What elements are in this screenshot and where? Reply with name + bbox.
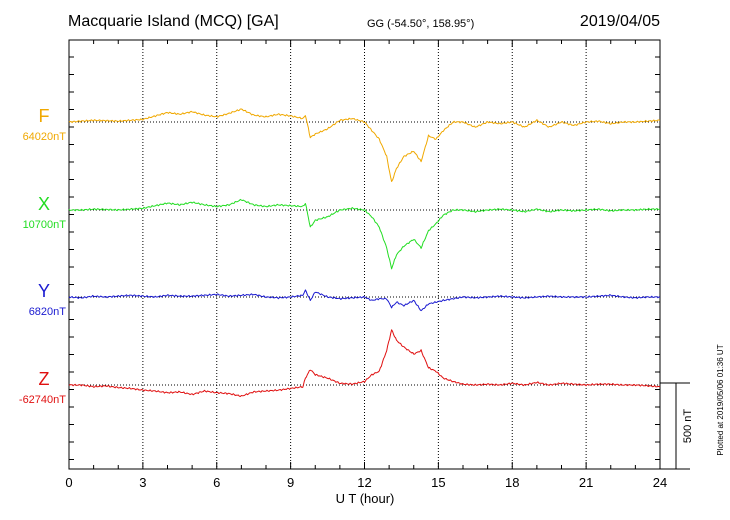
series-name-f: F: [39, 106, 50, 126]
grid-lines: [142, 40, 587, 469]
series-baseline-label-x: 10700nT: [23, 219, 67, 231]
x-tick-label: 24: [653, 475, 667, 490]
x-tick-label: 21: [579, 475, 593, 490]
x-tick-label: 9: [287, 475, 294, 490]
series-line-f: [68, 108, 661, 182]
x-tick-label: 18: [505, 475, 519, 490]
x-tick-labels: 0 3 6 9 12 15 18 21 24: [65, 475, 667, 490]
scale-bar-label: 500 nT: [682, 409, 694, 444]
chart-date: 2019/04/05: [580, 13, 660, 30]
plotted-timestamp: Plotted at 2019/05/06 01:36 UT: [716, 344, 725, 455]
series-labels: F 64020nT X 10700nT Y 6820nT Z -62740nT: [19, 106, 66, 406]
x-tick-label: 12: [357, 475, 371, 490]
chart-title: Macquarie Island (MCQ) [GA]: [68, 13, 279, 30]
series-baseline-label-z: -62740nT: [19, 394, 66, 406]
series-lines: [68, 108, 661, 397]
series-name-y: Y: [38, 281, 50, 301]
scale-bar: [660, 382, 690, 470]
series-name-x: X: [38, 194, 50, 214]
x-tick-label: 15: [431, 475, 445, 490]
series-line-y: [68, 289, 661, 312]
series-baseline-label-y: 6820nT: [29, 306, 67, 318]
series-line-z: [68, 329, 661, 397]
series-line-x: [68, 198, 661, 270]
station-coordinates: GG (-54.50°, 158.95°): [367, 18, 474, 30]
x-tick-label: 6: [213, 475, 220, 490]
x-axis-label: U T (hour): [336, 491, 395, 506]
x-tick-label: 3: [139, 475, 146, 490]
series-baseline-label-f: 64020nT: [23, 131, 67, 143]
series-name-z: Z: [39, 369, 50, 389]
axis-ticks: [68, 40, 661, 469]
x-tick-label: 0: [65, 475, 72, 490]
